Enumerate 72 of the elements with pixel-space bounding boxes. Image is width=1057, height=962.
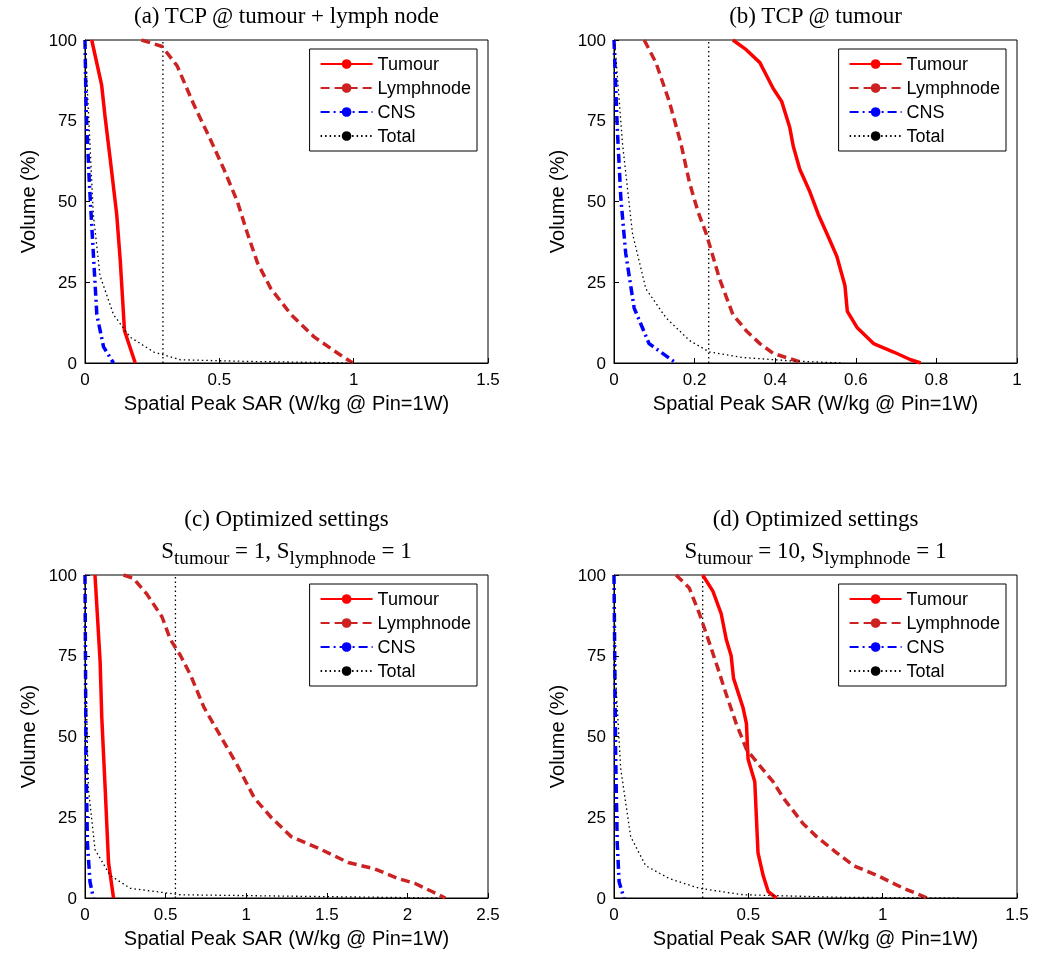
y-tick-label: 75: [58, 111, 77, 131]
y-tick-label: 100: [577, 565, 606, 585]
x-tick-label: 1.5: [476, 370, 500, 389]
y-tick-label: 25: [587, 272, 606, 292]
legend-label: CNS: [906, 637, 945, 657]
y-tick-label: 0: [596, 353, 606, 373]
y-tick-label: 0: [596, 888, 606, 908]
chart-title: (d) Optimized settings S$_{tumour}$ = 10, S$_{lymphnode}$ = 1: [683, 505, 948, 570]
legend-label: Tumour: [377, 54, 439, 74]
y-tick-label: 50: [58, 727, 77, 746]
x-tick-label: 1: [877, 905, 888, 924]
x-tick-label: 0.2: [682, 370, 707, 389]
y-tick-label: 0: [67, 353, 77, 373]
x-tick-label: 0: [609, 370, 619, 389]
y-tick-label: 75: [58, 646, 77, 666]
y-axis-title: Volume (%): [16, 149, 39, 254]
legend-label: Total: [377, 661, 416, 681]
legend-label: Lymphnode: [906, 78, 1000, 98]
chart-title: (a) TCP @ tumour + lymph node: [133, 2, 440, 30]
x-axis-title: Spatial Peak SAR (W/kg @ Pin=1W): [652, 392, 979, 414]
x-tick-label: 1.5: [314, 905, 339, 924]
legend-label: Tumour: [906, 54, 968, 74]
legend-label: Tumour: [906, 589, 968, 609]
y-tick-label: 25: [587, 807, 606, 827]
legend-label: Lymphnode: [377, 613, 471, 633]
x-tick-label: 0: [80, 905, 90, 924]
y-axis-title: Volume (%): [16, 684, 39, 789]
line-series: [93, 573, 116, 900]
x-tick-label: 0: [609, 905, 619, 924]
x-axis-title: Spatial Peak SAR (W/kg @ Pin=1W): [123, 392, 450, 414]
x-tick-label: 0.5: [736, 905, 761, 924]
legend-label: Total: [377, 126, 416, 146]
x-tick-label: 2: [402, 905, 413, 924]
x-tick-label: 1: [348, 370, 359, 389]
y-axis-title: Volume (%): [545, 149, 568, 254]
legend-label: Lymphnode: [906, 613, 1000, 633]
y-tick-label: 50: [58, 192, 77, 211]
y-tick-label: 25: [58, 807, 77, 827]
x-axis-title: Spatial Peak SAR (W/kg @ Pin=1W): [652, 927, 979, 949]
y-tick-label: 50: [587, 192, 606, 211]
x-tick-label: 0.6: [843, 370, 868, 389]
x-tick-label: 0: [80, 370, 90, 389]
legend-label: CNS: [377, 637, 416, 657]
y-axis-title: Volume (%): [545, 684, 568, 789]
chart-title: (b) TCP @ tumour: [728, 2, 903, 30]
x-tick-label: 1: [241, 905, 251, 924]
legend-label: Lymphnode: [377, 78, 471, 98]
y-tick-label: 75: [587, 646, 606, 666]
legend-label: CNS: [906, 102, 945, 122]
chart-title: (c) Optimized settings S$_{tumour}$ = 1, S$_{lymphnode}$ = 1: [160, 505, 413, 570]
x-tick-label: 2.5: [476, 905, 500, 924]
y-tick-label: 50: [587, 727, 606, 746]
line-series: [89, 38, 137, 365]
y-tick-label: 100: [48, 30, 77, 50]
x-tick-label: 0.4: [763, 370, 788, 389]
legend-label: Tumour: [377, 589, 439, 609]
x-axis-title: Spatial Peak SAR (W/kg @ Pin=1W): [123, 927, 450, 949]
y-tick-label: 75: [587, 111, 606, 131]
y-tick-label: 25: [58, 272, 77, 292]
legend-label: Total: [906, 126, 945, 146]
x-tick-label: 0.5: [207, 370, 232, 389]
legend-label: Total: [906, 661, 945, 681]
legend-label: CNS: [377, 102, 416, 122]
x-tick-label: 1.5: [1005, 905, 1029, 924]
x-tick-label: 0.8: [924, 370, 949, 389]
line-series: [700, 573, 779, 900]
line-series: [139, 38, 355, 365]
x-tick-label: 0.5: [153, 905, 178, 924]
y-tick-label: 0: [67, 888, 77, 908]
y-tick-label: 100: [577, 30, 606, 50]
x-tick-label: 1: [1012, 370, 1022, 389]
y-tick-label: 100: [48, 565, 77, 585]
